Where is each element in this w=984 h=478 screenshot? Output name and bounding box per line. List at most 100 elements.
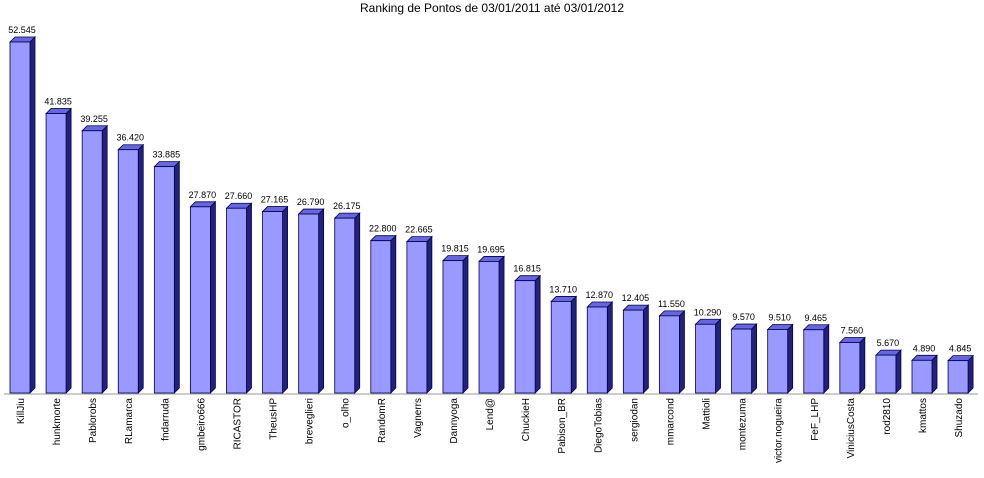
bar [659,315,680,394]
bar-side [498,255,505,394]
value-label: 27.870 [189,190,217,200]
value-label: 22.800 [369,224,397,234]
bar [226,207,247,394]
bar [731,328,752,394]
value-label: 19.695 [477,244,505,254]
x-tick-label: montezuma [738,398,749,451]
bar [622,309,644,394]
value-label: 27.660 [225,191,253,201]
bar-side [931,354,938,394]
bar [262,211,283,394]
bar [586,306,608,394]
value-label: 13.710 [549,284,577,294]
x-tick-label: sergiodan [629,398,640,442]
x-tick-label: fndarruda [160,398,171,441]
bar-top [369,235,397,242]
bar-side [282,205,288,394]
bar-side [318,208,325,394]
value-label: 22.665 [405,225,433,235]
x-tick-label: mmarcond [665,398,676,445]
bar [478,261,500,394]
bar [334,217,356,394]
x-tick-label: Dannyoga [449,398,460,444]
bar-side [173,160,180,394]
x-tick-label: Shuzado [954,398,965,438]
bar-top [45,108,73,114]
bar [9,41,31,394]
bar-top [694,318,722,325]
bar-top [550,296,578,302]
value-label: 26.175 [333,201,361,211]
bar-side [462,254,469,394]
bar [45,113,67,394]
bar [947,360,969,394]
bar-top [189,201,217,208]
bar-side [606,301,613,394]
chart-title: Ranking de Pontos de 03/01/2011 até 03/0… [360,1,624,15]
bar-top [586,301,614,308]
value-label: 9.510 [768,312,791,322]
bar-side [787,323,794,394]
bar-side [967,354,974,394]
bar-top [766,324,794,330]
bar [117,149,139,394]
bar-top [441,255,469,262]
bar-top [9,36,36,43]
bar-side [642,304,649,394]
bar-top [153,161,181,168]
x-tick-label: RLamarca [124,398,135,445]
value-label: 4.890 [913,343,936,353]
bar-side [895,349,902,394]
bar [695,323,716,394]
bar-side [859,336,866,394]
x-tick-label: Lend@ [485,398,496,430]
x-tick-label: breveglieri [305,398,316,444]
bar-side [715,318,721,394]
bar-top [658,310,686,317]
x-tick-label: hunkmorte [52,398,63,446]
bar-top [478,256,506,262]
x-tick-label: RICASTOR [232,398,243,450]
bar-side [534,274,541,394]
value-label: 11.550 [658,299,685,309]
bar-top [730,323,758,330]
value-label: 19.815 [441,244,469,254]
bar [370,240,392,394]
bar [839,342,861,394]
bar-side [29,36,36,394]
x-tick-label: RandomR [377,398,388,443]
value-label: 4.845 [949,344,972,354]
value-label: 36.420 [116,133,144,143]
bar-top [622,304,650,311]
x-tick-label: TheusHP [269,398,280,440]
value-label: 9.465 [804,313,827,323]
bar-side [246,202,252,394]
bar [442,260,464,394]
bar-side [426,235,433,394]
bar-top [947,355,975,362]
bar [767,329,789,394]
bar-top [405,236,433,242]
bar-top [802,324,830,331]
bar-side [679,309,685,394]
bar [875,354,897,394]
x-tick-label: kmattos [918,398,929,433]
bar-top [261,206,289,212]
value-label: 16.815 [513,264,541,274]
bar [153,166,175,394]
bar-top [297,208,325,215]
bar [803,329,825,394]
value-label: 52.545 [8,25,36,35]
bar [298,213,320,394]
bar-top [874,349,902,356]
x-tick-label: Mattioli [702,398,713,430]
bar-top [514,275,542,282]
bar [406,241,428,394]
value-label: 5.670 [877,338,900,348]
bar-side [354,212,361,394]
bar [550,301,572,394]
x-tick-label: rod2810 [882,398,893,435]
x-tick-label: Vagnerrs [413,398,424,438]
x-tick-label: Pablorobs [88,398,99,443]
